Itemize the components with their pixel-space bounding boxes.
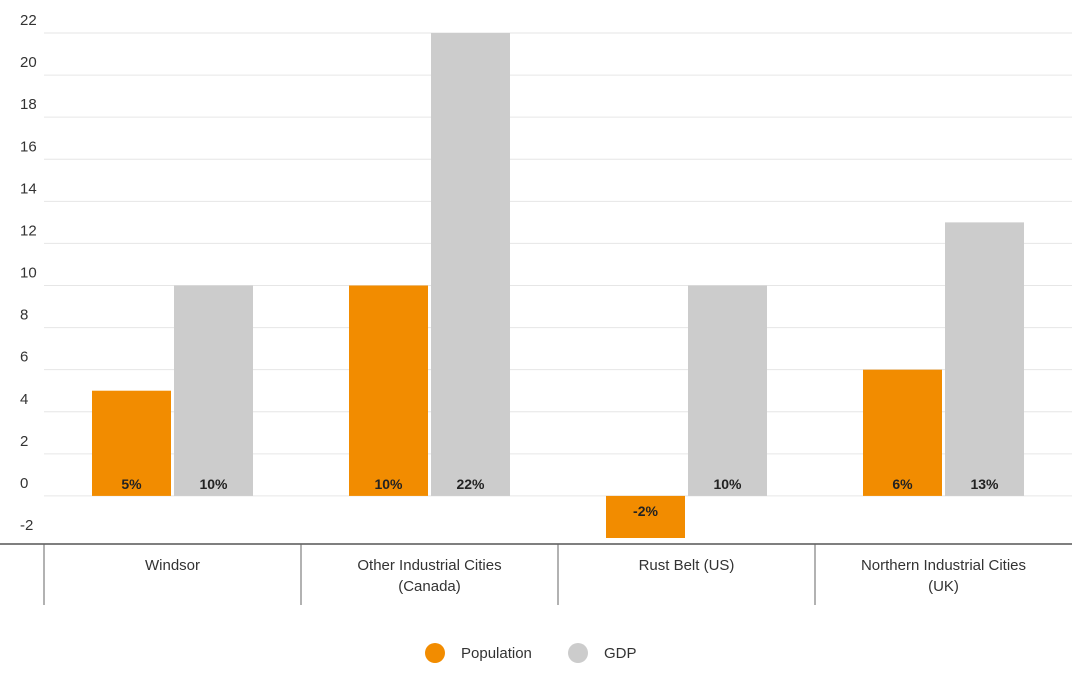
bar-gdp <box>431 33 510 496</box>
data-label: 10% <box>713 476 742 492</box>
legend-swatch-gdp <box>568 643 588 663</box>
bar-population <box>349 285 428 496</box>
y-tick-label: 16 <box>20 138 37 155</box>
y-tick-label: 22 <box>20 12 37 29</box>
legend-label: Population <box>461 645 532 662</box>
x-category-label: Windsor <box>145 557 200 574</box>
x-axis: Windsor Other Industrial Cities (Canada) Ru… <box>0 543 1072 605</box>
data-label: 10% <box>374 476 403 492</box>
x-category-label: Other Industrial Cities <box>357 557 501 574</box>
y-tick-label: 4 <box>20 391 28 408</box>
y-tick-label: 18 <box>20 96 37 113</box>
legend: Population GDP <box>425 643 637 663</box>
bar-gdp <box>945 222 1024 496</box>
y-tick-label: 0 <box>20 475 28 492</box>
x-category-label: Rust Belt (US) <box>639 557 735 574</box>
data-label: 22% <box>456 476 485 492</box>
data-label: 10% <box>199 476 228 492</box>
bar-population <box>92 390 171 496</box>
x-category-label: (UK) <box>928 578 959 595</box>
y-tick-label: 14 <box>20 180 37 197</box>
bars <box>92 33 1024 538</box>
bar-gdp <box>174 285 253 496</box>
y-tick-label: 10 <box>20 265 37 282</box>
bar-population <box>863 369 942 496</box>
legend-swatch-population <box>425 643 445 663</box>
y-tick-label: 2 <box>20 433 28 450</box>
data-label: 6% <box>892 476 913 492</box>
bar-population <box>606 495 685 538</box>
x-category-label: (Canada) <box>398 578 461 595</box>
data-labels: 5% 10% 10% 22% -2% 10% 6% 13% <box>121 476 999 519</box>
legend-label: GDP <box>604 645 637 662</box>
y-tick-label: 12 <box>20 222 37 239</box>
data-label: 13% <box>970 476 999 492</box>
x-category-label: Northern Industrial Cities <box>861 557 1026 574</box>
data-label: -2% <box>633 503 658 519</box>
data-label: 5% <box>121 476 142 492</box>
y-tick-label: 6 <box>20 349 28 366</box>
y-tick-label: 8 <box>20 307 28 324</box>
y-tick-label: -2 <box>20 517 33 534</box>
y-tick-label: 20 <box>20 54 37 71</box>
bar-gdp <box>688 285 767 496</box>
